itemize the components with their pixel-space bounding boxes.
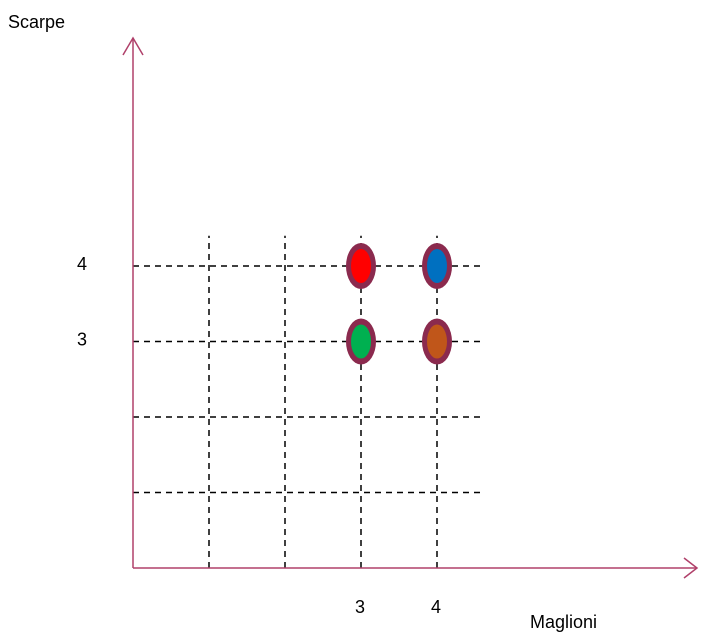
y-tick-label: 3 (77, 330, 87, 350)
y-axis-arrowhead (122, 36, 144, 56)
data-point (422, 243, 452, 289)
x-tick-label: 3 (355, 597, 365, 617)
data-point (346, 243, 376, 289)
data-points (346, 243, 452, 365)
data-point (346, 318, 376, 365)
data-point-fill (427, 324, 447, 359)
axes (122, 36, 699, 579)
data-point-fill (351, 324, 371, 359)
y-axis-label: Scarpe (8, 12, 65, 32)
data-point-fill (351, 249, 371, 283)
data-point (422, 318, 452, 365)
x-axis-arrowhead (683, 557, 699, 579)
x-axis-label: Maglioni (530, 612, 597, 632)
y-tick-label: 4 (77, 254, 87, 274)
data-point-fill (427, 249, 447, 283)
tick-labels: 3 4 3 4 (77, 254, 441, 617)
x-tick-label: 4 (431, 597, 441, 617)
